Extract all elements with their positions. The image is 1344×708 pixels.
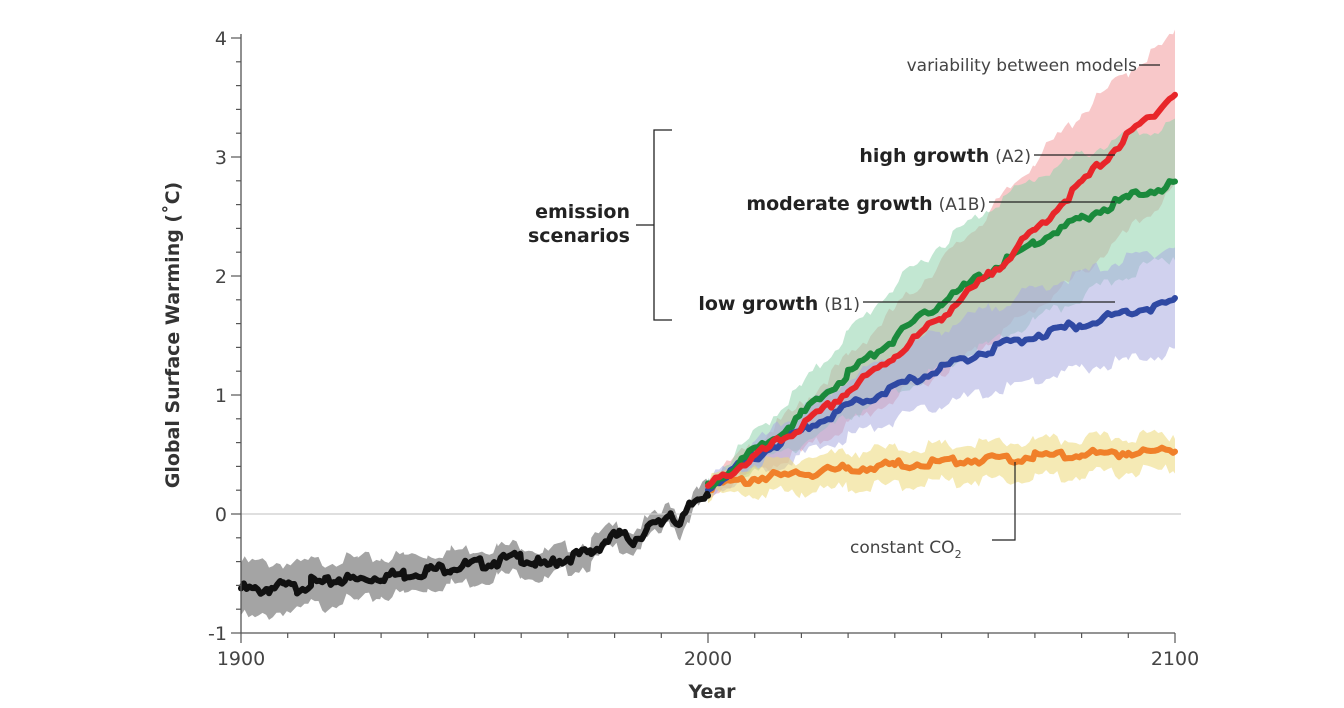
band-series-4 bbox=[708, 429, 1175, 504]
x-tick-label: 1900 bbox=[217, 648, 265, 670]
co2-label: constant CO2 bbox=[850, 538, 962, 561]
y-tick-label: 3 bbox=[215, 147, 227, 169]
b1-label-bold: low growth bbox=[698, 293, 818, 315]
annotations: variability between models emission scen… bbox=[528, 56, 1160, 561]
co2-leader bbox=[992, 462, 1016, 541]
co2-label-main: constant CO bbox=[850, 538, 955, 558]
a1b-label: moderate growth (A1B) bbox=[746, 193, 986, 215]
line-series-1 bbox=[705, 91, 1178, 489]
emission-label-line1: emission bbox=[535, 201, 630, 223]
line-series-4 bbox=[705, 444, 1178, 494]
tick-labels: -1 0 1 2 3 4 1900 2000 2100 bbox=[208, 28, 1199, 670]
y-tick-label: 4 bbox=[215, 28, 227, 50]
y-axis-title: Global Surface Warming (˚C) bbox=[161, 182, 184, 488]
y-tick-label: -1 bbox=[208, 623, 227, 645]
y-tick-label: 1 bbox=[215, 385, 227, 407]
y-tick-label: 0 bbox=[215, 504, 227, 526]
x-tick-label: 2000 bbox=[684, 648, 732, 670]
co2-label-sub: 2 bbox=[955, 548, 962, 561]
b1-label: low growth (B1) bbox=[698, 293, 860, 315]
x-tick-label: 2100 bbox=[1151, 648, 1199, 670]
series-lines bbox=[238, 91, 1178, 597]
uncertainty-bands bbox=[241, 29, 1175, 620]
line-series-2 bbox=[705, 178, 1178, 490]
a2-label: high growth (A2) bbox=[859, 145, 1031, 167]
line-historical bbox=[238, 490, 711, 597]
emission-label-line2: scenarios bbox=[528, 225, 630, 247]
band-series-3 bbox=[708, 247, 1175, 496]
emission-bracket bbox=[636, 129, 672, 321]
a1b-label-bold: moderate growth bbox=[746, 193, 932, 215]
axes bbox=[231, 34, 1176, 643]
band-historical bbox=[241, 478, 708, 620]
a2-label-code: (A2) bbox=[995, 147, 1031, 167]
b1-label-code: (B1) bbox=[824, 295, 860, 315]
x-axis-title: Year bbox=[687, 681, 736, 703]
a2-label-bold: high growth bbox=[859, 145, 989, 167]
a1b-label-code: (A1B) bbox=[939, 195, 986, 215]
y-tick-label: 2 bbox=[215, 266, 227, 288]
variability-label: variability between models bbox=[907, 56, 1138, 76]
